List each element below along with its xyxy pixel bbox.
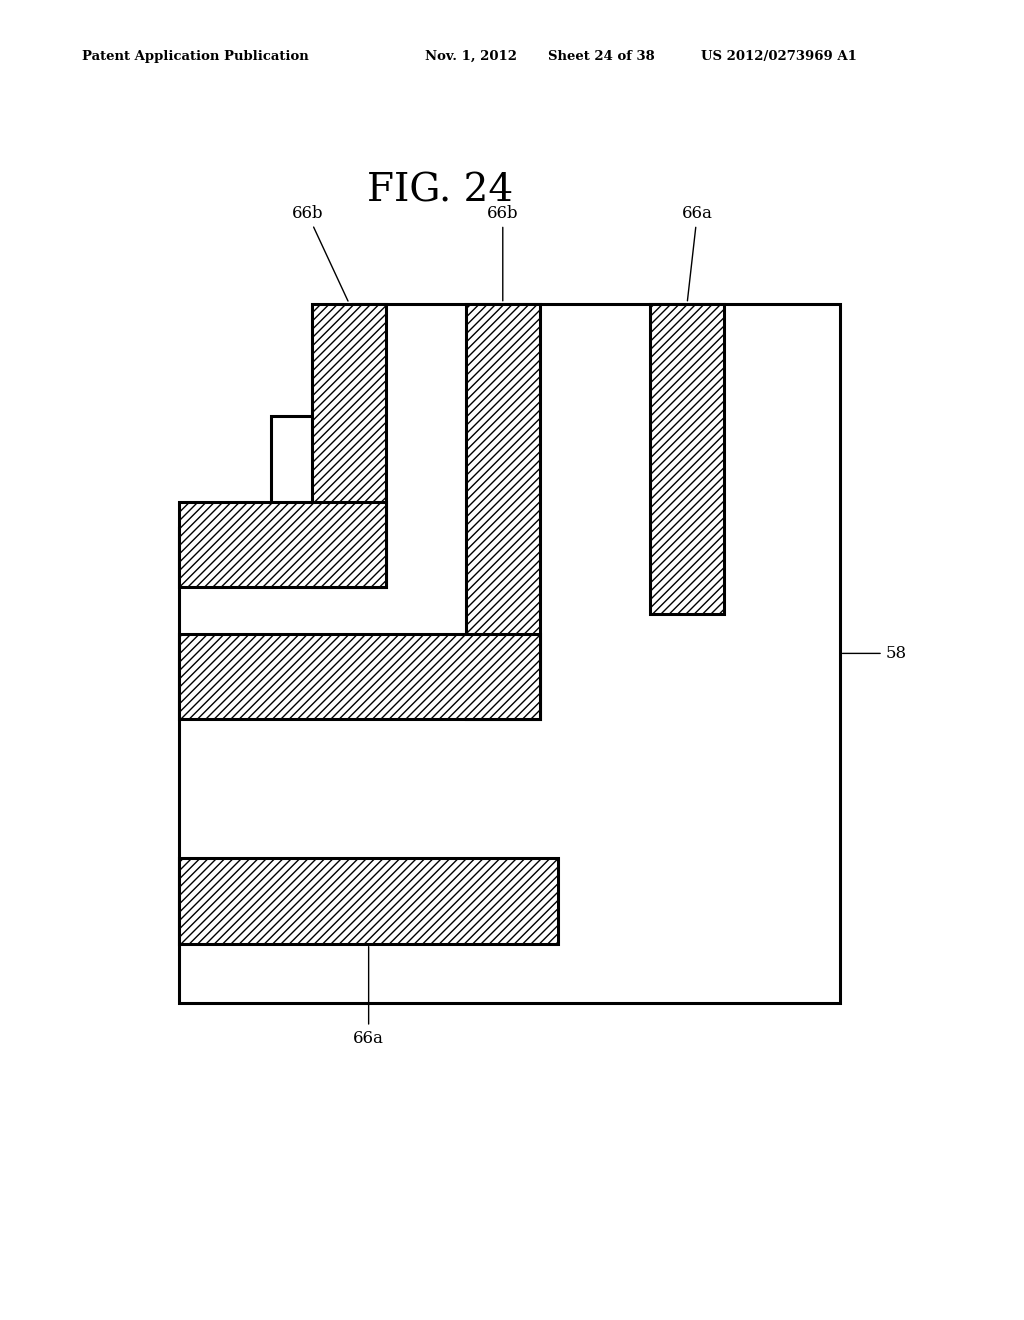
Text: 66b: 66b [292, 205, 348, 301]
Text: 66a: 66a [682, 205, 713, 301]
Text: 66a: 66a [353, 946, 384, 1047]
Text: 66b: 66b [487, 205, 518, 301]
Bar [179, 634, 540, 719]
Bar [650, 304, 724, 614]
Text: Sheet 24 of 38: Sheet 24 of 38 [548, 50, 654, 63]
Polygon shape [179, 304, 840, 1003]
Bar [466, 304, 540, 719]
Text: Nov. 1, 2012: Nov. 1, 2012 [425, 50, 517, 63]
Text: US 2012/0273969 A1: US 2012/0273969 A1 [701, 50, 857, 63]
Text: Patent Application Publication: Patent Application Publication [82, 50, 308, 63]
Bar [312, 304, 386, 587]
Bar [179, 502, 386, 587]
Bar [179, 858, 558, 944]
Text: 58: 58 [843, 645, 907, 661]
Text: FIG. 24: FIG. 24 [368, 173, 513, 210]
